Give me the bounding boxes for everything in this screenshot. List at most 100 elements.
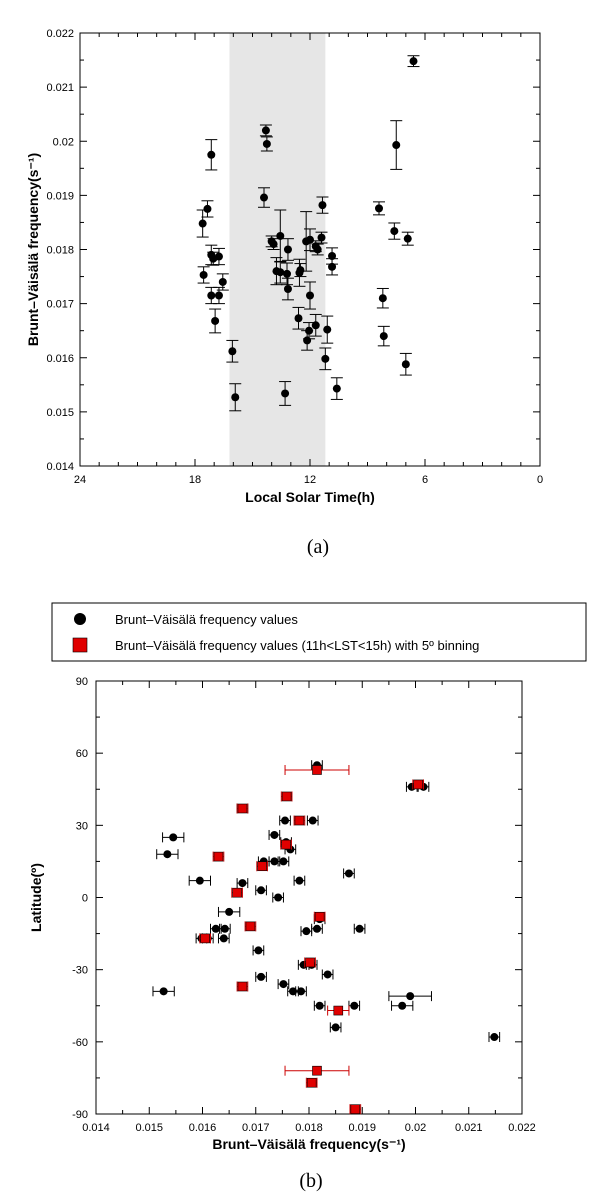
data-point	[260, 193, 268, 202]
panel-a-ticks: 24 18 12 6 0 0.014 0.015 0.016 0.017 0.018 0.019 0.…	[46, 28, 543, 486]
data-point	[214, 291, 223, 300]
data-point	[398, 1001, 407, 1010]
x-tick-label: 24	[74, 474, 86, 486]
panel-b-ticks: 0.014 0.015 0.016 0.017 0.018 0.019 0.02 0.021 0…	[72, 676, 536, 1134]
data-point	[276, 268, 285, 277]
data-point	[203, 204, 212, 213]
data-point	[207, 150, 216, 159]
data-point	[269, 240, 278, 249]
panel-b-chart: Brunt–Väisälä frequency values Brunt–Väi…	[28, 602, 587, 1192]
data-point	[323, 325, 332, 334]
data-point	[406, 992, 415, 1001]
x-tick-label: 0.016	[189, 1122, 217, 1134]
y-tick-label: 0.021	[46, 82, 74, 94]
data-point	[409, 57, 418, 66]
data-point-binned	[237, 981, 248, 992]
y-tick-label: 0.016	[46, 353, 74, 365]
x-tick-label: 6	[422, 474, 428, 486]
data-point	[321, 354, 330, 363]
panel-b-caption: (b)	[299, 1170, 322, 1192]
data-point	[344, 869, 353, 878]
data-point	[283, 285, 292, 294]
data-point-binned	[306, 1077, 317, 1088]
data-point	[297, 987, 306, 996]
data-point	[318, 201, 327, 210]
y-tick-label: 0.022	[46, 28, 74, 40]
data-point	[308, 816, 317, 825]
data-point	[350, 1001, 359, 1010]
data-point-binned	[312, 1065, 322, 1076]
panel-b-x-axis-title: Brunt–Väisälä frequency(s⁻¹)	[212, 1136, 405, 1152]
data-point-binned	[245, 921, 256, 932]
y-tick-label: -60	[72, 1037, 88, 1049]
data-point	[214, 252, 223, 261]
data-point-binned	[333, 1005, 344, 1016]
data-point-binned	[281, 839, 291, 850]
data-point-binned	[281, 791, 292, 802]
data-point	[257, 886, 266, 895]
legend-box	[51, 602, 587, 662]
data-point	[159, 987, 168, 996]
data-point	[279, 857, 288, 866]
data-point	[378, 294, 387, 303]
data-point	[163, 850, 172, 859]
data-point	[401, 360, 410, 369]
x-tick-label: 0.015	[135, 1122, 163, 1134]
data-point	[306, 291, 314, 300]
data-point	[276, 231, 285, 240]
y-tick-label: 0.018	[46, 245, 74, 257]
panel-b-y-axis-title: Latitude(º)	[28, 863, 44, 932]
panel-b-plot-frame	[95, 680, 523, 1115]
data-point	[323, 970, 332, 979]
data-point-binned	[213, 851, 224, 862]
data-point-binned	[413, 779, 423, 790]
data-point-binned	[232, 887, 242, 898]
data-point-binned	[237, 803, 248, 814]
y-tick-label: -90	[72, 1109, 88, 1121]
data-point	[195, 876, 204, 885]
data-point	[281, 389, 290, 398]
data-point	[199, 270, 208, 279]
y-tick-label: -30	[72, 965, 88, 977]
panel-a-y-axis-title: Brunt–Väisälä frequency(s⁻¹)	[25, 153, 41, 346]
data-point	[375, 204, 383, 213]
data-point	[257, 972, 266, 981]
y-tick-label: 0.02	[53, 136, 74, 148]
panel-a-caption: (a)	[307, 536, 329, 558]
data-point	[355, 924, 364, 933]
data-point-binned	[257, 861, 267, 872]
data-point	[261, 126, 270, 135]
data-point	[283, 269, 291, 278]
y-tick-label: 0.015	[46, 407, 74, 419]
data-point	[169, 833, 178, 842]
data-point	[302, 927, 311, 936]
data-point	[312, 924, 321, 933]
panel-a-data-points	[196, 55, 420, 412]
data-point	[207, 291, 216, 300]
data-point	[211, 924, 220, 933]
x-tick-label: 0.014	[82, 1122, 110, 1134]
data-point	[262, 139, 271, 148]
data-point	[198, 219, 207, 228]
data-point	[331, 1023, 340, 1032]
data-point	[228, 347, 237, 356]
data-point	[274, 893, 283, 902]
data-point	[231, 393, 240, 402]
legend-label-all-values: Brunt–Väisälä frequency values	[115, 612, 298, 627]
data-point-binned	[350, 1104, 361, 1114]
data-point	[392, 141, 401, 150]
data-point	[296, 266, 305, 275]
data-point	[218, 277, 227, 286]
x-tick-label: 0.02	[405, 1122, 426, 1134]
data-point	[490, 1033, 499, 1042]
data-point	[317, 233, 326, 242]
data-point	[311, 321, 320, 330]
y-tick-label: 0.014	[46, 461, 74, 473]
x-tick-label: 0	[537, 474, 543, 486]
panel-a-x-axis-title: Local Solar Time(h)	[245, 489, 375, 505]
x-tick-label: 0.019	[348, 1122, 376, 1134]
x-tick-label: 0.021	[455, 1122, 483, 1134]
data-point-binned	[314, 911, 325, 922]
legend-marker-square	[72, 637, 88, 653]
